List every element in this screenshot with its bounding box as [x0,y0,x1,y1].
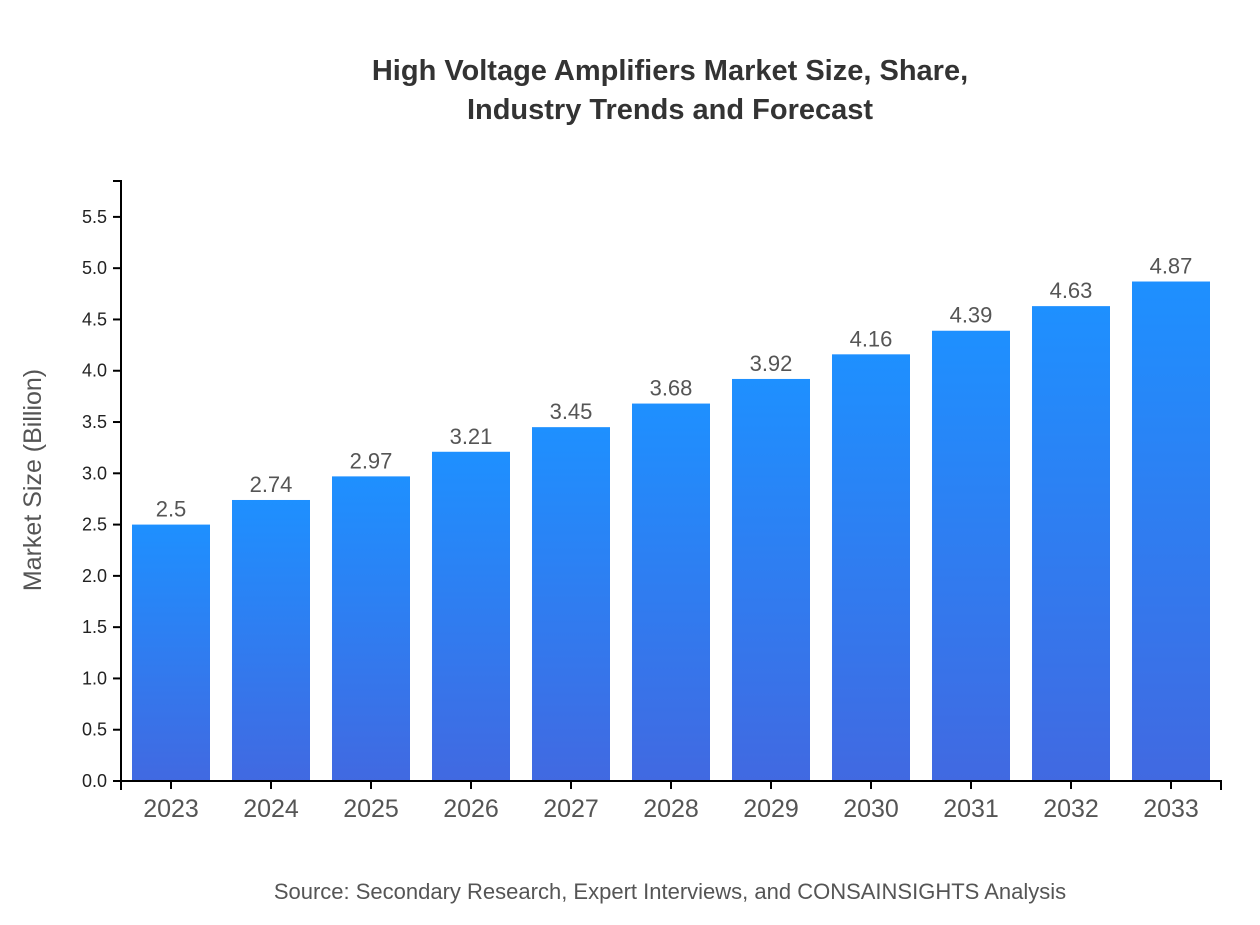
data-label-2028: 3.68 [650,376,693,401]
y-axis-line [113,180,122,782]
bar-2025 [332,476,410,781]
x-tick-label: 2023 [143,795,199,823]
y-tick-label: 4.5 [82,309,107,329]
x-tick-label: 2030 [843,795,899,823]
data-label-2023: 2.5 [156,497,187,522]
data-label-2026: 3.21 [450,424,493,449]
x-tick-label: 2033 [1143,795,1199,823]
bars-group: 2.5 2.74 2.97 3.21 3.45 3.68 3.92 4.16 4.39 4.63 4… [132,254,1210,781]
bar-2033 [1132,281,1210,781]
x-tick-label: 2027 [543,795,599,823]
x-tick-label: 2028 [643,795,699,823]
bar-2031 [932,330,1010,781]
data-label-2024: 2.74 [250,472,293,497]
data-label-2032: 4.63 [1050,278,1093,303]
data-label-2031: 4.39 [950,303,993,328]
x-tick-label: 2032 [1043,795,1099,823]
source-note: Source: Secondary Research, Expert Inter… [274,879,1066,904]
y-tick-label: 4.0 [82,361,107,381]
bar-2032 [1032,306,1110,781]
y-tick-label: 3.5 [82,412,107,432]
y-tick-label: 5.0 [82,258,107,278]
data-label-2033: 4.87 [1150,254,1193,279]
x-tick-label: 2029 [743,795,799,823]
y-tick-label: 2.0 [82,566,107,586]
x-tick-label: 2025 [343,795,399,823]
y-tick-label: 1.0 [82,668,107,688]
x-axis-line [120,780,1222,790]
y-tick-label: 0.5 [82,720,107,740]
x-tick-label: 2026 [443,795,499,823]
chart-title-line-1: High Voltage Amplifiers Market Size, Sha… [372,55,968,87]
data-label-2027: 3.45 [550,399,593,424]
data-label-2025: 2.97 [350,448,393,473]
bar-2023 [132,524,210,781]
y-tick-label: 2.5 [82,515,107,535]
bar-2026 [432,451,510,781]
y-tick-label: 5.5 [82,207,107,227]
x-axis: 2023 2024 2025 2026 2027 2028 2029 2030 2031 2032… [120,780,1222,823]
bar-2028 [632,403,710,781]
y-tick-label: 0.0 [82,771,107,791]
y-tick-label: 3.0 [82,463,107,483]
bar-2024 [232,499,310,781]
data-label-2029: 3.92 [750,351,793,376]
chart-title-line-2: Industry Trends and Forecast [467,94,873,126]
data-label-2030: 4.16 [850,326,893,351]
x-tick-label: 2024 [243,795,299,823]
bar-2029 [732,378,810,781]
x-tick-label: 2031 [943,795,999,823]
y-axis-label: Market Size (Billion) [19,369,47,591]
bar-2030 [832,354,910,781]
y-tick-label: 1.5 [82,617,107,637]
y-axis: 0.0 0.5 1.0 1.5 2.0 2.5 3.0 3.5 4.0 4.5 5.0 5.5 [82,180,122,791]
bar-2027 [532,427,610,781]
